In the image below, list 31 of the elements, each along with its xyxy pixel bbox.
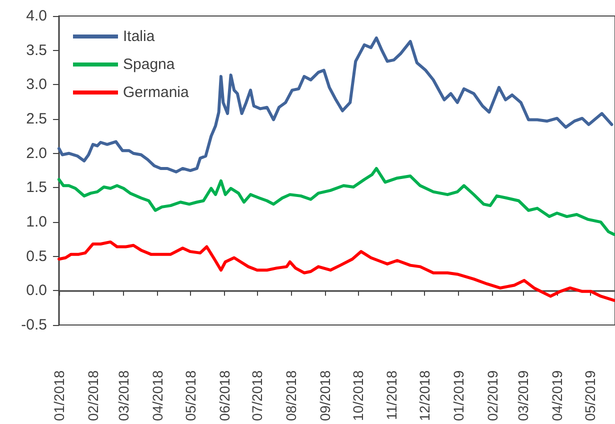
- x-tick-label: 02/2018: [84, 370, 101, 422]
- line-series: [58, 166, 615, 236]
- x-tick-label: 05/2019: [582, 370, 598, 422]
- x-tick-label: 06/2018: [216, 370, 232, 422]
- y-tick-label: 1.0: [26, 214, 47, 231]
- y-tick-label: 3.0: [26, 76, 47, 94]
- x-tick-label: 10/2018: [350, 370, 366, 422]
- x-tick-label: 02/2019: [484, 370, 500, 422]
- legend-label: Spagna: [123, 56, 176, 73]
- y-tick-label: 0.5: [26, 248, 47, 265]
- y-tick-label: 3.5: [26, 42, 47, 59]
- x-tick-label: 07/2018: [249, 370, 266, 422]
- x-tick-label: 03/2019: [515, 370, 532, 422]
- y-tick-label: 4.0: [26, 8, 47, 24]
- x-tick-label: 01/2019: [450, 370, 466, 422]
- legend-label: Germania: [123, 84, 190, 101]
- y-tick-label: 0.0: [26, 282, 47, 300]
- x-tick-label: 09/2018: [316, 370, 333, 422]
- x-tick-label: 12/2018: [416, 370, 433, 422]
- y-tick-label: -0.5: [21, 316, 47, 334]
- x-tick-label: 11/2018: [384, 370, 400, 420]
- x-tick-label: 05/2018: [182, 370, 198, 422]
- x-tick-label: 04/2018: [150, 370, 166, 422]
- x-tick-label: 01/2018: [51, 370, 67, 422]
- y-tick-label: 2.0: [26, 144, 47, 162]
- x-tick-label: 03/2018: [116, 370, 132, 422]
- x-tick-label: 04/2019: [548, 370, 565, 422]
- y-tick-label: 2.5: [26, 110, 47, 128]
- x-tick-label: 08/2018: [283, 370, 300, 422]
- y-tick-label: 1.5: [26, 179, 47, 196]
- legend-label: Italia: [123, 28, 156, 45]
